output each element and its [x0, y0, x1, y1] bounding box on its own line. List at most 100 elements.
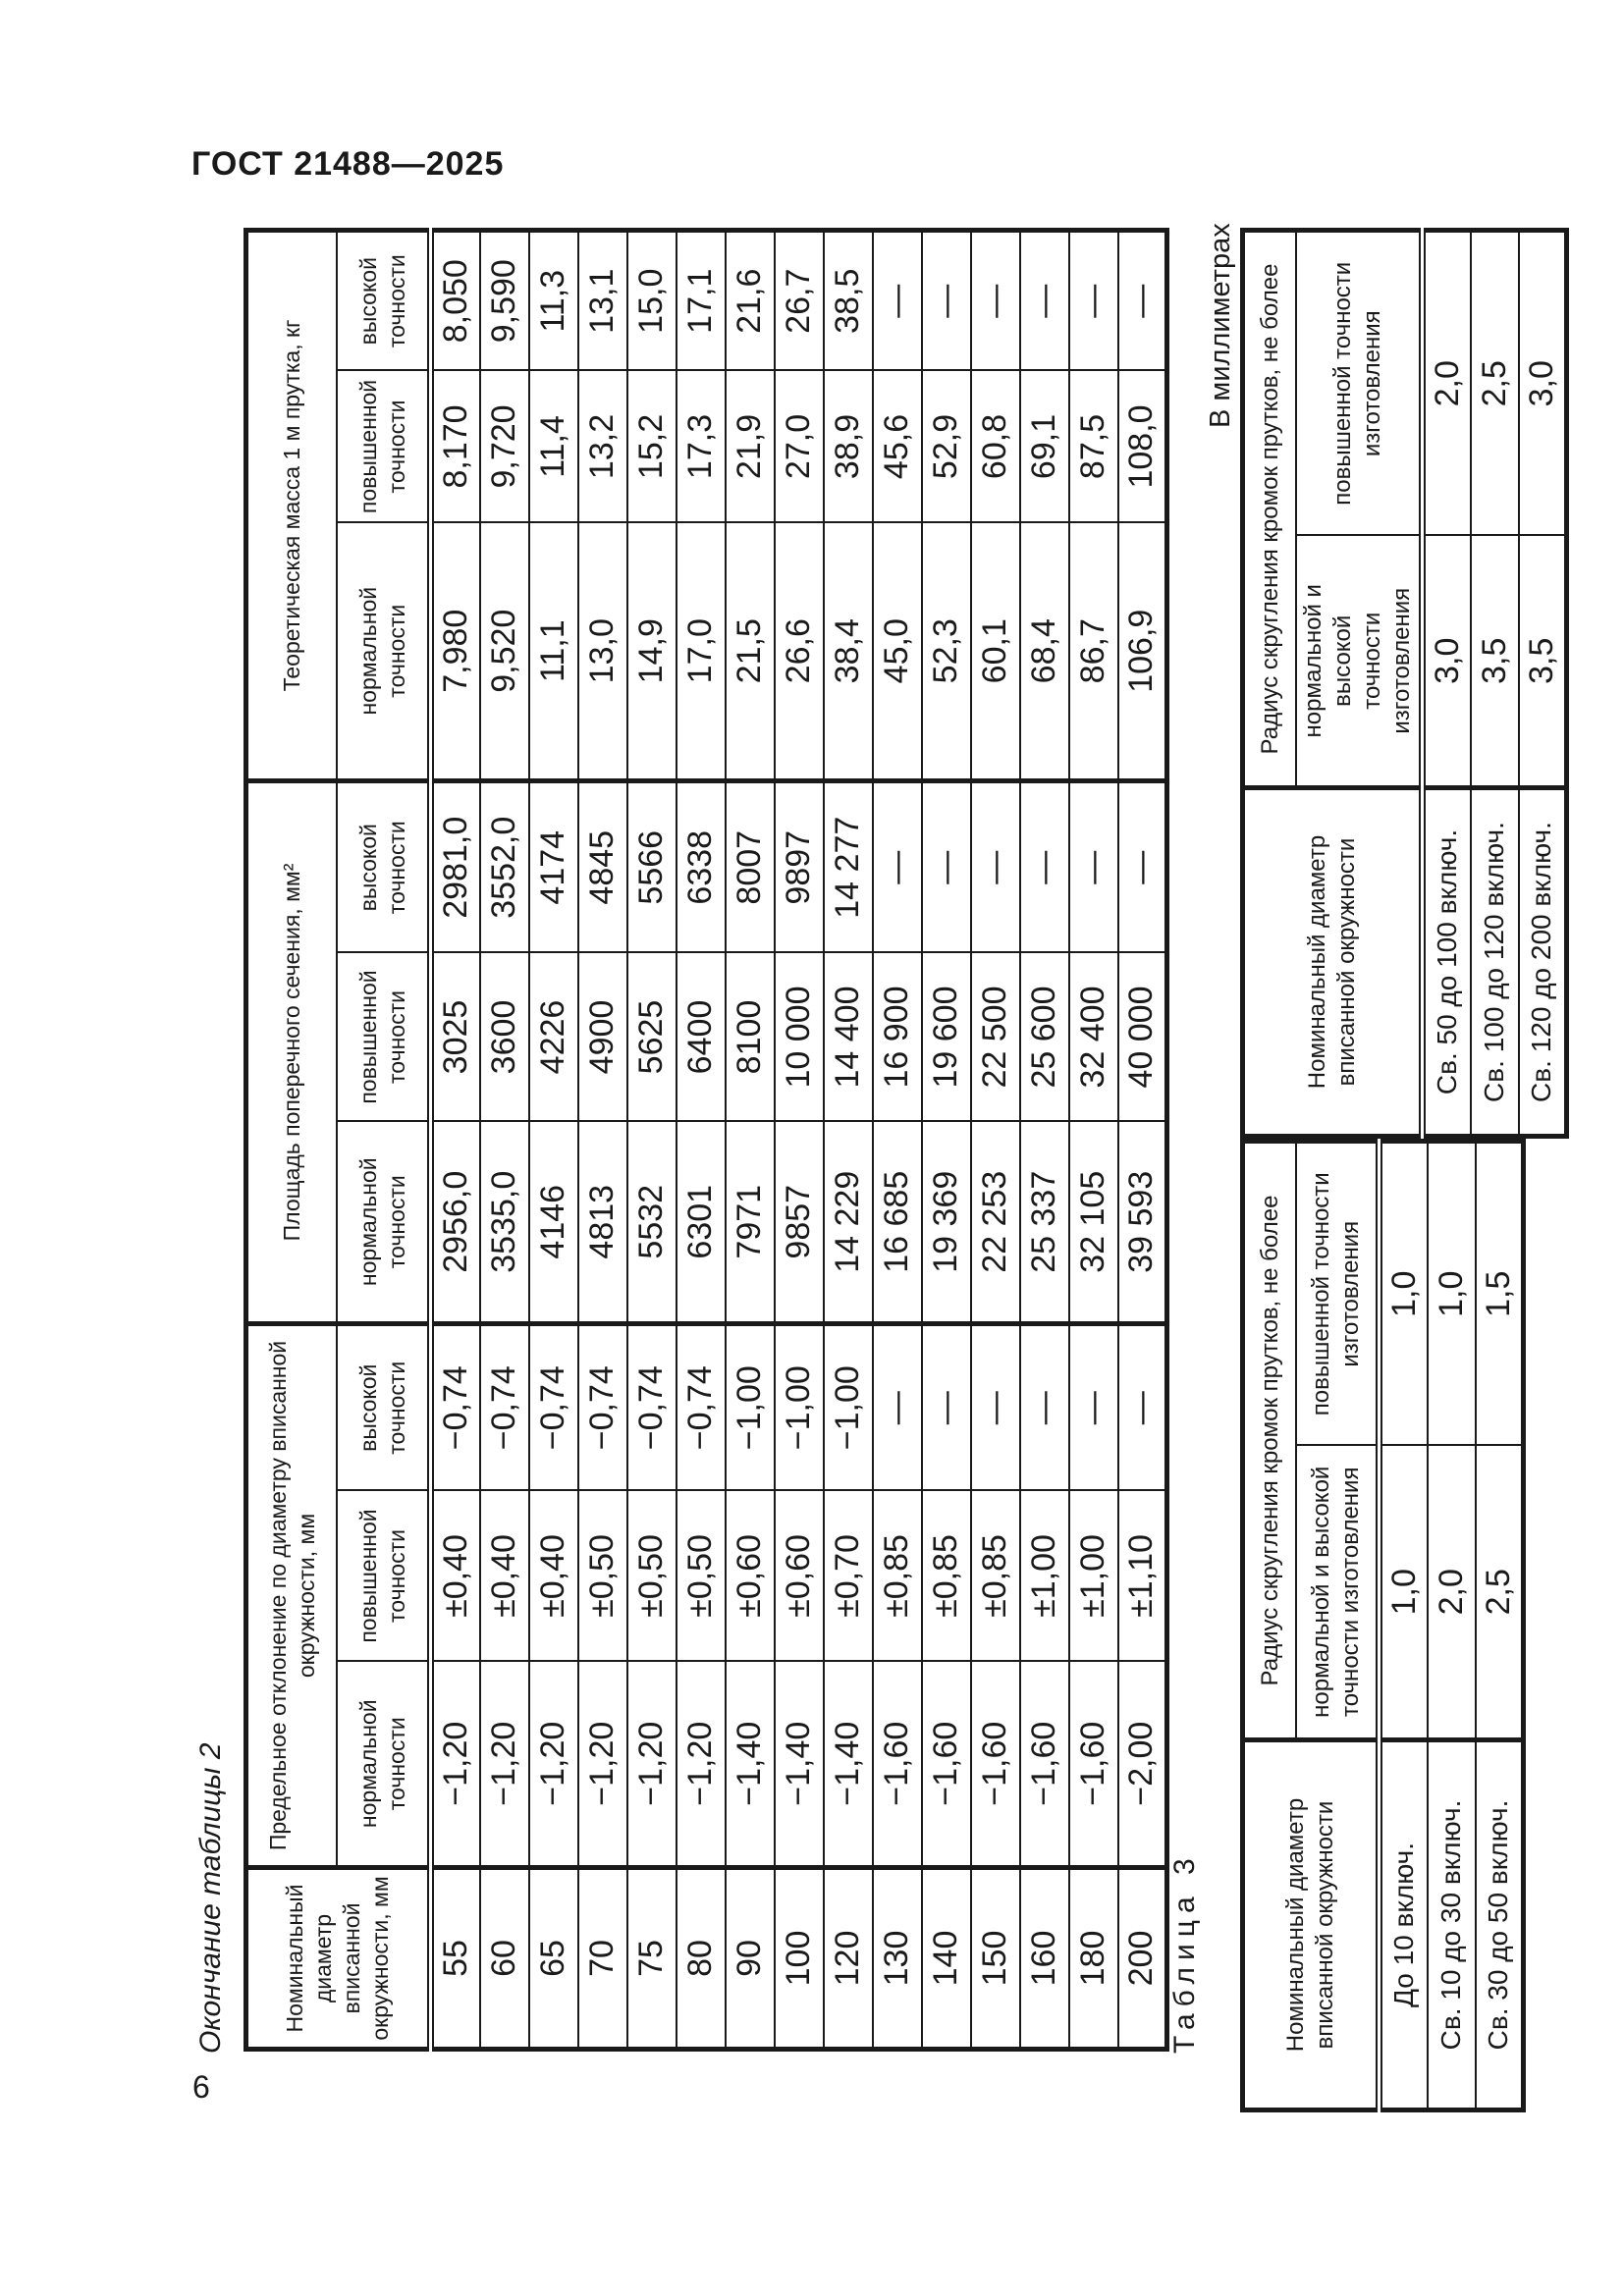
cell-m_n: 9,520 [479, 522, 529, 781]
cell-dev_v: −0,74 [430, 1323, 480, 1491]
cell-d: 130 [872, 1867, 922, 2050]
col-header-nominal-diameter: Номинальный диаметр вписанной окружности [1242, 1739, 1380, 2110]
cell-r_nv: 3,0 [1422, 535, 1471, 788]
cell-s_p: 3600 [479, 952, 529, 1122]
subcol-deviation-high: высокой точности [337, 1323, 431, 1491]
cell-dev_p: ±0,60 [774, 1490, 824, 1662]
cell-s_v: 9897 [774, 780, 824, 953]
col-header-nominal-diameter: Номинальный диаметр вписанной окружности [1242, 787, 1423, 1137]
table2-continuation-caption: Окончание таблицы 2 [194, 1742, 227, 2054]
cell-dev_v: −0,74 [676, 1323, 726, 1491]
cell-m_n: 21,5 [725, 522, 775, 781]
cell-m_p: 17,3 [676, 370, 726, 523]
table2-bars-dimensions: Номинальный диаметр вписанной окружности… [244, 227, 1169, 2052]
table-row: 130 −1,60 ±0,85—16 685 16 900—45,0 45,6— [872, 230, 922, 2050]
table3-part1-body: До 10 включ. 1,0 1,0 Св. 10 до 30 включ. 2,0… [1379, 1141, 1524, 2110]
table3-edge-radius-part1: Номинальный диаметр вписанной окружности… [1240, 1139, 1526, 2112]
cell-s_p: 10 000 [774, 952, 824, 1122]
table-row: 120 −1,40 ±0,70 −1,00 14 229 14 400 14 277 38,4… [823, 230, 873, 2050]
cell-s_v: — [872, 780, 922, 953]
subcol-area-normal: нормальной точности [337, 1121, 431, 1324]
cell-m_p: 11,4 [528, 370, 578, 523]
cell-m_v: 15,0 [626, 230, 677, 371]
col-group-edge-radius: Радиус скругления кромок прутков, не бол… [1242, 1141, 1296, 1740]
cell-s_n: 14 229 [823, 1121, 873, 1324]
cell-m_v: 38,5 [823, 230, 873, 371]
cell-dev_v: — [872, 1323, 922, 1491]
table2-body: 55 −1,20 ±0,40 −0,74 2956,0 3025 2981,0 7,980 8,… [430, 230, 1167, 2050]
table-row: 60 −1,20 ±0,40 −0,74 3535,0 3600 3552,0 9,520 9,… [479, 230, 529, 2050]
table3-part2-rotated-container: Номинальный диаметр вписанной окружности… [1240, 228, 1569, 1139]
cell-dev_v: — [1117, 1323, 1167, 1491]
cell-dev_n: −1,20 [626, 1661, 677, 1868]
cell-s_p: 32 400 [1068, 952, 1118, 1122]
cell-dev_p: ±1,00 [1019, 1490, 1069, 1662]
cell-dev_p: ±0,85 [921, 1490, 971, 1662]
cell-m_v: — [1117, 230, 1167, 371]
cell-dev_v: — [1068, 1323, 1118, 1491]
cell-r_p: 3,0 [1518, 230, 1567, 536]
cell-s_v: 6338 [676, 780, 726, 953]
cell-s_n: 6301 [676, 1121, 726, 1324]
cell-dev_p: ±0,40 [430, 1490, 480, 1662]
cell-m_v: 26,7 [774, 230, 824, 371]
cell-dev_v: — [970, 1323, 1020, 1491]
cell-r_p: 1,0 [1379, 1141, 1428, 1446]
cell-s_v: 3552,0 [479, 780, 529, 953]
cell-d: 60 [479, 1867, 529, 2050]
cell-dev_p: ±1,10 [1117, 1490, 1167, 1662]
table-row: 80 −1,20 ±0,50 −0,74 6301 6400 6338 17,0 17,3 17,… [676, 230, 726, 2050]
cell-s_n: 5532 [626, 1121, 677, 1324]
cell-s_n: 9857 [774, 1121, 824, 1324]
table-row: 200 −2,00 ±1,10—39 593 40 000—106,9 108,0— [1117, 230, 1167, 2050]
cell-s_v: — [970, 780, 1020, 953]
cell-s_p: 40 000 [1117, 952, 1167, 1122]
table-row: 140 −1,60 ±0,85—19 369 19 600—52,3 52,9— [921, 230, 971, 2050]
cell-dev_v: −1,00 [823, 1323, 873, 1491]
cell-label: Св. 50 до 100 включ. [1422, 787, 1471, 1137]
cell-label: Св. 10 до 30 включ. [1427, 1739, 1476, 2110]
cell-s_n: 22 253 [970, 1121, 1020, 1324]
subcol-area-high: высокой точности [337, 780, 431, 953]
cell-m_n: 14,9 [626, 522, 677, 781]
table-row: До 10 включ. 1,0 1,0 [1379, 1141, 1428, 2110]
cell-dev_n: −1,60 [1068, 1661, 1118, 1868]
cell-m_v: 9,590 [479, 230, 529, 371]
table3-edge-radius-part2: Номинальный диаметр вписанной окружности… [1240, 228, 1569, 1139]
cell-dev_p: ±0,50 [676, 1490, 726, 1662]
col-group-edge-radius: Радиус скругления кромок прутков, не бол… [1242, 230, 1296, 788]
cell-s_v: 2981,0 [430, 780, 480, 953]
cell-m_n: 13,0 [577, 522, 627, 781]
cell-dev_p: ±1,00 [1068, 1490, 1118, 1662]
cell-m_v: 17,1 [676, 230, 726, 371]
subcol-mass-increased: повышенной точности [337, 370, 431, 523]
cell-dev_n: −2,00 [1117, 1661, 1167, 1868]
cell-dev_n: −1,60 [970, 1661, 1020, 1868]
table3-part1-header: Номинальный диаметр вписанной окружности… [1242, 1141, 1380, 2110]
cell-dev_n: −1,20 [577, 1661, 627, 1868]
table2-header-row-subcolumns: нормальной точности повышенной точности … [337, 230, 431, 2049]
cell-m_n: 68,4 [1019, 522, 1069, 781]
table3-part2-body: Св. 50 до 100 включ. 3,0 2,0 Св. 100 до 120… [1422, 230, 1567, 1137]
cell-dev_p: ±0,40 [528, 1490, 578, 1662]
cell-d: 70 [577, 1867, 627, 2050]
cell-r_nv: 2,0 [1427, 1445, 1476, 1740]
subcol-radius-increased: повышенной точности изготовления [1296, 230, 1423, 536]
table-row: Св. 120 до 200 включ. 3,5 3,0 [1518, 230, 1567, 1137]
table2-rotated-container: Номинальный диаметр вписанной окружности… [244, 227, 1169, 2052]
cell-dev_n: −1,60 [872, 1661, 922, 1868]
cell-s_p: 14 400 [823, 952, 873, 1122]
cell-d: 90 [725, 1867, 775, 2050]
cell-s_n: 7971 [725, 1121, 775, 1324]
cell-label: Св. 100 до 120 включ. [1470, 787, 1519, 1137]
cell-r_p: 1,0 [1427, 1141, 1476, 1446]
cell-dev_p: ±0,50 [577, 1490, 627, 1662]
cell-m_n: 60,1 [970, 522, 1020, 781]
cell-dev_v: −0,74 [479, 1323, 529, 1491]
cell-dev_v: — [1019, 1323, 1069, 1491]
table3-part2-header: Номинальный диаметр вписанной окружности… [1242, 230, 1423, 1137]
cell-m_v: — [872, 230, 922, 371]
cell-s_n: 16 685 [872, 1121, 922, 1324]
table3-part1-header-row-groups: Номинальный диаметр вписанной окружности… [1242, 1141, 1380, 2110]
table-row: Св. 10 до 30 включ. 2,0 1,0 [1427, 1141, 1476, 2110]
